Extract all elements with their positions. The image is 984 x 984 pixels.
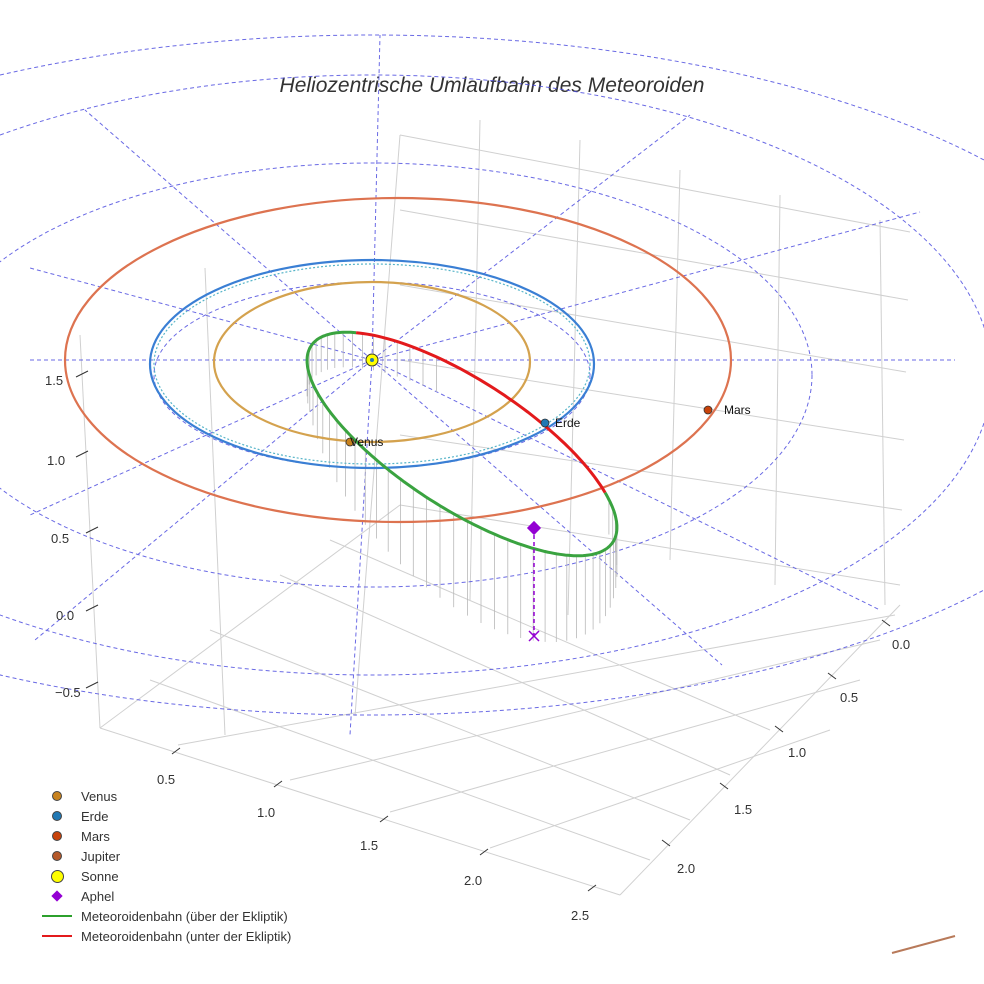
x-tick-label: 0.5	[840, 690, 858, 705]
erde-label: Erde	[555, 416, 581, 430]
aphel-projection-marker	[528, 630, 540, 642]
y-tick-label: 0.5	[157, 772, 175, 787]
z-tick-label: 1.5	[45, 373, 63, 388]
legend-item-erde[interactable]: Erde	[40, 806, 291, 826]
x-axis: 0.0 0.5 1.0 1.5 2.0	[661, 619, 910, 876]
legend-label: Sonne	[81, 868, 119, 884]
y-tick-label: 1.5	[360, 838, 378, 853]
venus-label: Venus	[350, 435, 383, 449]
legend-label: Meteoroidenbahn (über der Ekliptik)	[81, 908, 288, 924]
meteoroid-orbit-below	[355, 331, 607, 494]
z-axis: 1.5 1.0 0.5 0.0 −0.5	[45, 370, 99, 700]
y-axis: 0.5 1.0 1.5 2.0 2.5	[157, 747, 597, 923]
legend-mars-marker	[52, 831, 62, 841]
point-sonne	[365, 353, 379, 367]
meteoroid-orbit-above	[305, 330, 619, 558]
erde-orbit	[148, 258, 596, 470]
legend-item-jupiter[interactable]: Jupiter	[40, 846, 291, 866]
legend-item-sonne[interactable]: Sonne	[40, 866, 291, 886]
x-tick-label: 0.0	[892, 637, 910, 652]
legend-label: Erde	[81, 808, 109, 824]
jupiter-orbit-fragment	[891, 935, 956, 954]
y-tick-label: 2.0	[464, 873, 482, 888]
x-tick-label: 2.0	[677, 861, 695, 876]
legend-label: Aphel	[81, 888, 115, 904]
legend-label: Mars	[81, 828, 110, 844]
erde-orbit-shadow	[153, 263, 591, 465]
mars-label: Mars	[724, 403, 751, 417]
legend-aphel-marker	[51, 890, 63, 902]
legend-label: Venus	[81, 788, 118, 804]
y-tick-label: 1.0	[257, 805, 275, 820]
legend-venus-marker	[52, 791, 62, 801]
y-tick-label: 2.5	[571, 908, 589, 923]
legend-orbit-below-line	[42, 935, 72, 937]
legend-jupiter-marker	[52, 851, 62, 861]
legend-label: Jupiter	[81, 848, 121, 864]
drop-lines	[306, 332, 618, 642]
grid-back	[79, 119, 911, 896]
z-tick-label: 0.5	[51, 531, 69, 546]
z-tick-label: 1.0	[47, 453, 65, 468]
venus-marker	[345, 437, 355, 447]
legend-label: Meteoroidenbahn (unter der Ekliptik)	[81, 928, 292, 944]
legend-orbit-above-line	[42, 915, 72, 917]
mars-orbit	[63, 196, 733, 524]
legend: Venus Erde Mars Jupiter Sonne Aphel Mete…	[40, 786, 291, 946]
sonne-center	[370, 358, 374, 362]
z-tick-label: 0.0	[56, 608, 74, 623]
z-tick-label: −0.5	[55, 685, 81, 700]
aphel-marker	[526, 520, 542, 536]
venus-orbit	[212, 280, 532, 444]
mars-marker	[703, 405, 713, 415]
legend-item-venus[interactable]: Venus	[40, 786, 291, 806]
x-tick-label: 1.0	[788, 745, 806, 760]
legend-erde-marker	[52, 811, 62, 821]
legend-item-aphel[interactable]: Aphel	[40, 886, 291, 906]
legend-item-orbit-below[interactable]: Meteoroidenbahn (unter der Ekliptik)	[40, 926, 291, 946]
ecliptic-grid	[0, 34, 984, 736]
legend-item-orbit-above[interactable]: Meteoroidenbahn (über der Ekliptik)	[40, 906, 291, 926]
chart-title: Heliozentrische Umlaufbahn des Meteoroid…	[279, 74, 705, 97]
erde-marker	[540, 418, 550, 428]
legend-item-mars[interactable]: Mars	[40, 826, 291, 846]
x-tick-label: 1.5	[734, 802, 752, 817]
legend-sonne-marker	[50, 869, 64, 883]
